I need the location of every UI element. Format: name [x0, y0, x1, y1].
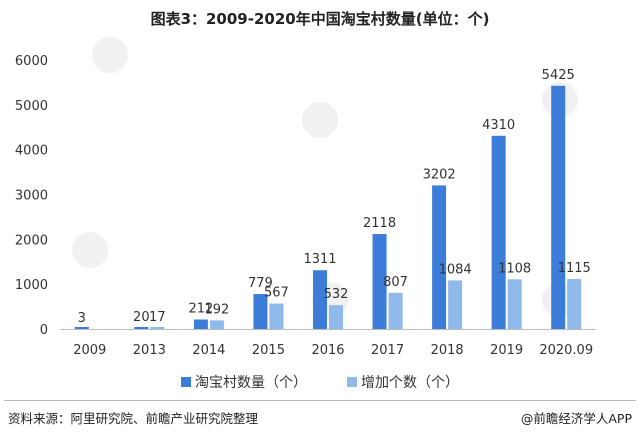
x-axis: 2009 2013 2014 2015 2016 2017 2018 2019 2020.09: [60, 329, 596, 358]
watermark-logo-1: [302, 102, 338, 138]
data-label-s2-2015: 567: [264, 286, 289, 301]
bar-s2-2013: [150, 327, 165, 329]
bar-s1-2014: [193, 319, 208, 329]
legend: 淘宝村数量（个） 增加个数（个）: [0, 372, 640, 392]
data-label-s2-2019: 1108: [498, 261, 531, 276]
data-label-s1-2017: 2118: [363, 216, 396, 231]
x-tick-label-2: 2014: [192, 343, 225, 358]
bar-s2-2016: [329, 305, 343, 329]
x-tick-label-5: 2017: [371, 343, 404, 358]
bar-s1-2018: [432, 185, 447, 329]
data-label-s1-2016: 1311: [303, 252, 336, 267]
watermark-logo-0: [92, 37, 128, 73]
legend-swatch-series-2: [347, 377, 357, 387]
data-label-s2-2014: 192: [204, 302, 229, 317]
bar-s2-2020.09: [567, 279, 582, 329]
y-axis: 0 1000 2000 3000 4000 5000 6000: [15, 54, 48, 338]
data-label-s1-2018: 3202: [423, 167, 456, 182]
bar-s2-2017: [388, 292, 403, 329]
data-label-s1-2009: 3: [78, 311, 86, 326]
bars-group: [74, 85, 582, 329]
bar-s2-2014: [209, 320, 224, 329]
data-label-s1-2020.09: 5425: [542, 68, 575, 83]
data-label-s2-2017: 807: [383, 275, 408, 290]
legend-swatch-series-1: [181, 377, 191, 387]
legend-item-series-2: 增加个数（个）: [347, 372, 459, 392]
bar-s1-2015: [253, 294, 268, 329]
x-tick-label-6: 2018: [431, 343, 464, 358]
watermark-logo-3: [72, 232, 108, 268]
x-tick-label-0: 2009: [73, 343, 106, 358]
legend-label-series-1: 淘宝村数量（个）: [195, 375, 307, 391]
legend-label-series-2: 增加个数（个）: [361, 375, 459, 391]
data-label-s2-2018: 1084: [439, 262, 472, 277]
bar-s2-2019: [507, 279, 522, 329]
x-tick-label-4: 2016: [311, 343, 344, 358]
bar-s1-2013: [134, 327, 149, 329]
y-tick-label-1: 1000: [15, 278, 48, 293]
bar-s1-2016: [313, 270, 327, 329]
legend-item-series-1: 淘宝村数量（个）: [181, 372, 307, 392]
bar-s2-2018: [448, 280, 463, 329]
bar-s1-2009: [74, 327, 89, 329]
x-tick-label-7: 2019: [490, 343, 523, 358]
data-label-s1-2019: 4310: [482, 118, 515, 133]
source-note: 资料来源：阿里研究院、前瞻产业研究院整理: [8, 411, 259, 426]
data-label-s2-2013: 17: [149, 310, 166, 325]
chart-title: 图表3：2009-2020年中国淘宝村数量(单位：个): [150, 10, 490, 28]
data-label-s1-2015: 779: [248, 276, 273, 291]
data-label-s1-2013: 20: [133, 310, 150, 325]
bar-s1-2020.09: [551, 85, 566, 329]
data-label-s1-2014: 212: [188, 301, 213, 316]
y-tick-label-5: 5000: [15, 99, 48, 114]
y-tick-label-3: 3000: [15, 189, 48, 204]
y-tick-label-6: 6000: [15, 54, 48, 69]
x-tick-label-1: 2013: [133, 343, 166, 358]
data-label-s2-2016: 532: [324, 287, 349, 302]
y-tick-label-2: 2000: [15, 233, 48, 248]
footer-divider: [4, 400, 636, 401]
bar-s1-2019: [491, 135, 506, 329]
bar-s2-2015: [269, 303, 284, 329]
y-tick-label-0: 0: [40, 323, 48, 338]
y-tick-label-4: 4000: [15, 144, 48, 159]
data-labels-group: 3 20 212 779 1311 2118 3202 4310 5425 17 192 567 532…: [78, 68, 591, 326]
brand-credit: @前瞻经济学人APP: [520, 411, 632, 426]
x-tick-label-8: 2020.09: [539, 343, 593, 358]
data-label-s2-2020.09: 1115: [558, 261, 591, 276]
x-tick-label-3: 2015: [252, 343, 285, 358]
bar-s1-2017: [372, 234, 387, 329]
